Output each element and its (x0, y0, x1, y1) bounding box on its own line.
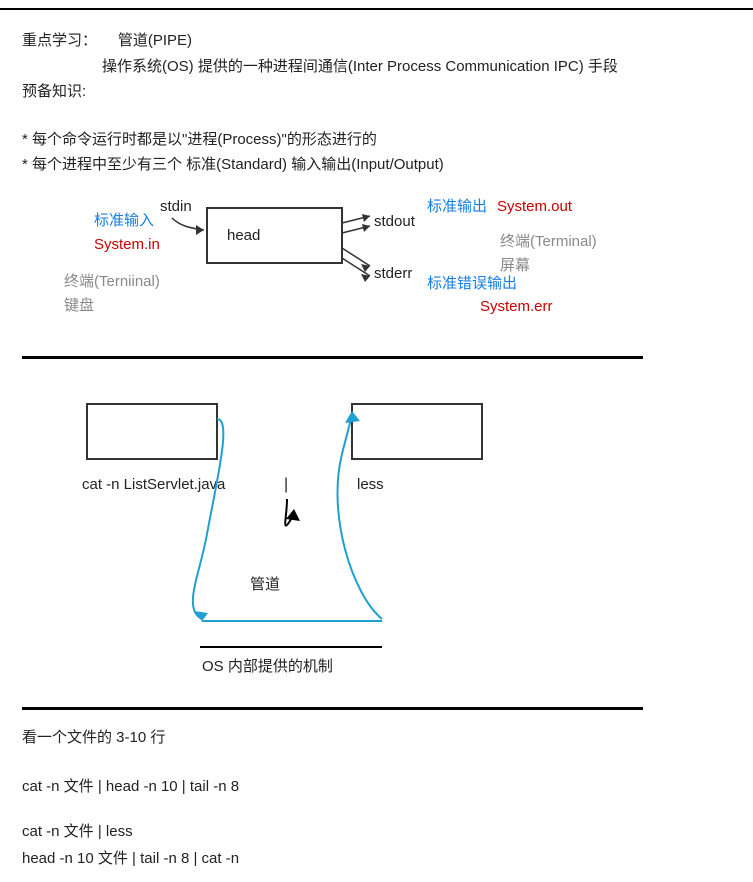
left-box (87, 404, 217, 459)
stdout-arrowhead1 (362, 214, 370, 222)
flow-right-up (338, 414, 382, 619)
terminal-in-2: 键盘 (64, 296, 94, 314)
flow-left-down (193, 419, 223, 619)
pipe-arrow-head (286, 509, 300, 521)
stdin-arrow-head (196, 225, 204, 235)
stderr-line1 (342, 248, 370, 266)
blank-line (22, 105, 731, 127)
blank (22, 751, 731, 773)
diagram-stdio: head stdin stdout stderr 标准输入 System.in … (22, 178, 722, 338)
stdout-label: stdout (374, 213, 416, 230)
pipe-char: | (284, 476, 288, 493)
system-out: System.out (497, 198, 573, 215)
left-cmd: cat -n ListServlet.java (82, 476, 226, 493)
terminal-out-2: 屏幕 (500, 257, 530, 274)
section-3: 看一个文件的 3-10 行 cat -n 文件 | head -n 10 | t… (0, 710, 753, 882)
sec3-cmd2: cat -n 文件 | less (22, 818, 731, 845)
bullet-2: * 每个进程中至少有三个 标准(Standard) 输入输出(Input/Out… (22, 152, 731, 178)
diagram-pipe: cat -n ListServlet.java | less 管道 OS 内部提… (22, 359, 722, 699)
top-rule (0, 8, 753, 10)
sec3-cmd1: cat -n 文件 | head -n 10 | tail -n 8 (22, 773, 731, 800)
section-1: 重点学习： 管道(PIPE) 操作系统(OS) 提供的一种进程间通信(Inter… (22, 28, 731, 178)
std-in-cn: 标准输入 (94, 212, 154, 229)
pipe-label: 管道 (250, 576, 280, 593)
blank2 (22, 800, 731, 818)
terminal-out-1: 终端(Terminal) (500, 233, 597, 250)
right-box (352, 404, 482, 459)
head-label: head (227, 227, 260, 244)
std-err-cn: 标准错误输出 (427, 275, 517, 292)
stdin-label: stdin (160, 198, 192, 215)
line-1: 重点学习： 管道(PIPE) (22, 28, 731, 54)
document-page: 重点学习： 管道(PIPE) 操作系统(OS) 提供的一种进程间通信(Inter… (0, 18, 753, 348)
line-2: 操作系统(OS) 提供的一种进程间通信(Inter Process Commun… (102, 54, 731, 80)
flow-left-down-head (194, 611, 208, 621)
stdout-arrowhead2 (362, 224, 370, 232)
line-1b: 管道(PIPE) (118, 32, 192, 49)
flow-right-up-head (345, 411, 360, 423)
sec3-title: 看一个文件的 3-10 行 (22, 724, 731, 751)
stderr-label: stderr (374, 265, 412, 282)
line-1a: 重点学习： (22, 32, 97, 49)
os-label: OS 内部提供的机制 (202, 658, 333, 675)
bullet-1: * 每个命令运行时都是以"进程(Process)"的形态进行的 (22, 127, 731, 153)
line-3: 预备知识: (22, 79, 731, 105)
system-in: System.in (94, 236, 160, 253)
terminal-in-1: 终端(Terniinal) (64, 273, 160, 290)
system-err: System.err (480, 298, 553, 315)
std-out-cn: 标准输出 (427, 198, 487, 215)
right-cmd: less (357, 476, 384, 493)
